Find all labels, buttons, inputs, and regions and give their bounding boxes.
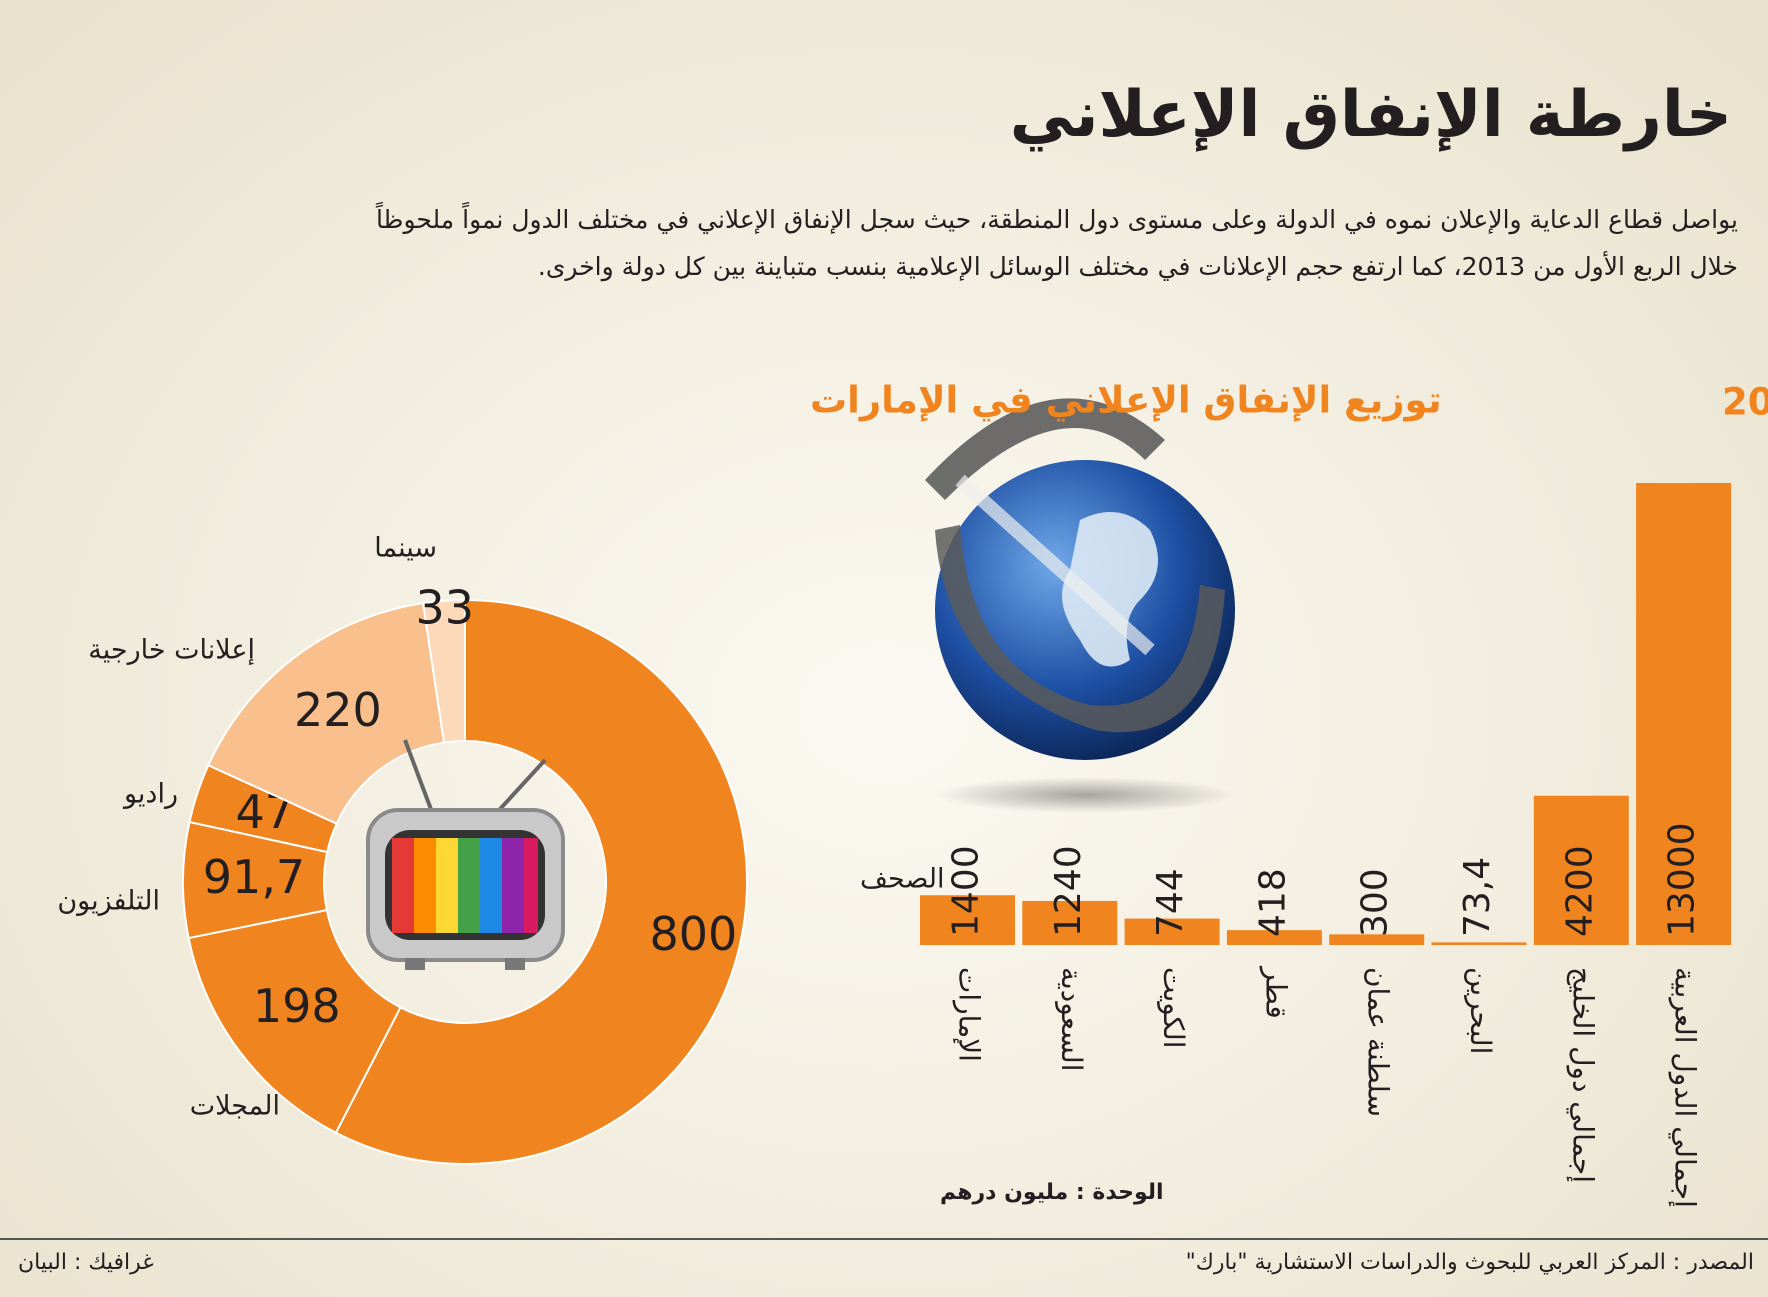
value-label: 91,7	[203, 850, 305, 904]
category-label: السعودية	[1055, 967, 1088, 1072]
category-label: سينما	[374, 533, 437, 564]
bar	[1329, 934, 1425, 945]
bar	[1226, 930, 1322, 945]
unit-note: الوحدة : مليون درهم	[940, 1180, 1164, 1205]
category-label: سلطنة عمان	[1362, 967, 1395, 1117]
value-label: 800	[649, 907, 737, 961]
pie-slice	[421, 598, 466, 744]
category-label: راديو	[122, 779, 178, 810]
category-label: إجمالي الدول العربية	[1669, 967, 1702, 1208]
value-label: 1400	[946, 845, 987, 937]
charts: توزيع الإنفاق الإعلاني في الإمارات 800 الص…	[57, 379, 1768, 1208]
category-label: التلفزيون	[57, 886, 160, 917]
value-label: 33	[415, 580, 474, 634]
bar	[1533, 795, 1629, 945]
pie-slice	[206, 601, 446, 825]
value-label: 4200	[1559, 845, 1600, 937]
source: المصدر : المركز العربي للبحوث والدراسات …	[1185, 1250, 1754, 1275]
category-label: البحرين	[1464, 967, 1497, 1054]
category-label: الصحف	[860, 864, 945, 895]
bar	[1022, 900, 1118, 945]
intro-line: خلال الربع الأول من 2013، كما ارتفع حجم …	[537, 252, 1738, 281]
intro-line: يواصل قطاع الدعاية والإعلان نموه في الدو…	[375, 205, 1738, 234]
category-label: الإمارات	[953, 967, 986, 1062]
value-label: 13000	[1662, 822, 1703, 937]
value-label: 418	[1252, 868, 1293, 937]
value-label: 220	[294, 683, 382, 737]
title: خارطة الإنفاق الإعلاني	[1009, 78, 1732, 152]
category-label: قطر	[1259, 965, 1292, 1019]
category-label: إعلانات خارجية	[88, 635, 255, 666]
category-label: إجمالي دول الخليج	[1566, 967, 1599, 1183]
bar	[1636, 483, 1732, 945]
bar	[920, 895, 1015, 945]
tv-illustration	[366, 739, 565, 970]
value-label: 198	[253, 979, 341, 1033]
bar	[1431, 942, 1527, 945]
footer-rule	[0, 1238, 1768, 1240]
value-label: 73,4	[1457, 857, 1498, 937]
bar	[1124, 918, 1220, 945]
globe-illustration	[925, 398, 1235, 813]
chart-title: توزيع الإنفاق الإعلاني في الإمارات	[810, 379, 1442, 422]
value-label: 744	[1150, 868, 1191, 937]
value-label: 300	[1355, 868, 1396, 937]
chart-title: الإنفاق الإعلاني في الربع الأول 2013	[1722, 379, 1768, 424]
category-label: المجلات	[190, 1091, 280, 1122]
value-label: 1240	[1048, 845, 1089, 937]
credit: غرافيك : البيان	[18, 1250, 154, 1275]
category-label: الكويت	[1157, 967, 1190, 1049]
pie-slice	[334, 598, 748, 1165]
pie-slice	[187, 908, 402, 1135]
